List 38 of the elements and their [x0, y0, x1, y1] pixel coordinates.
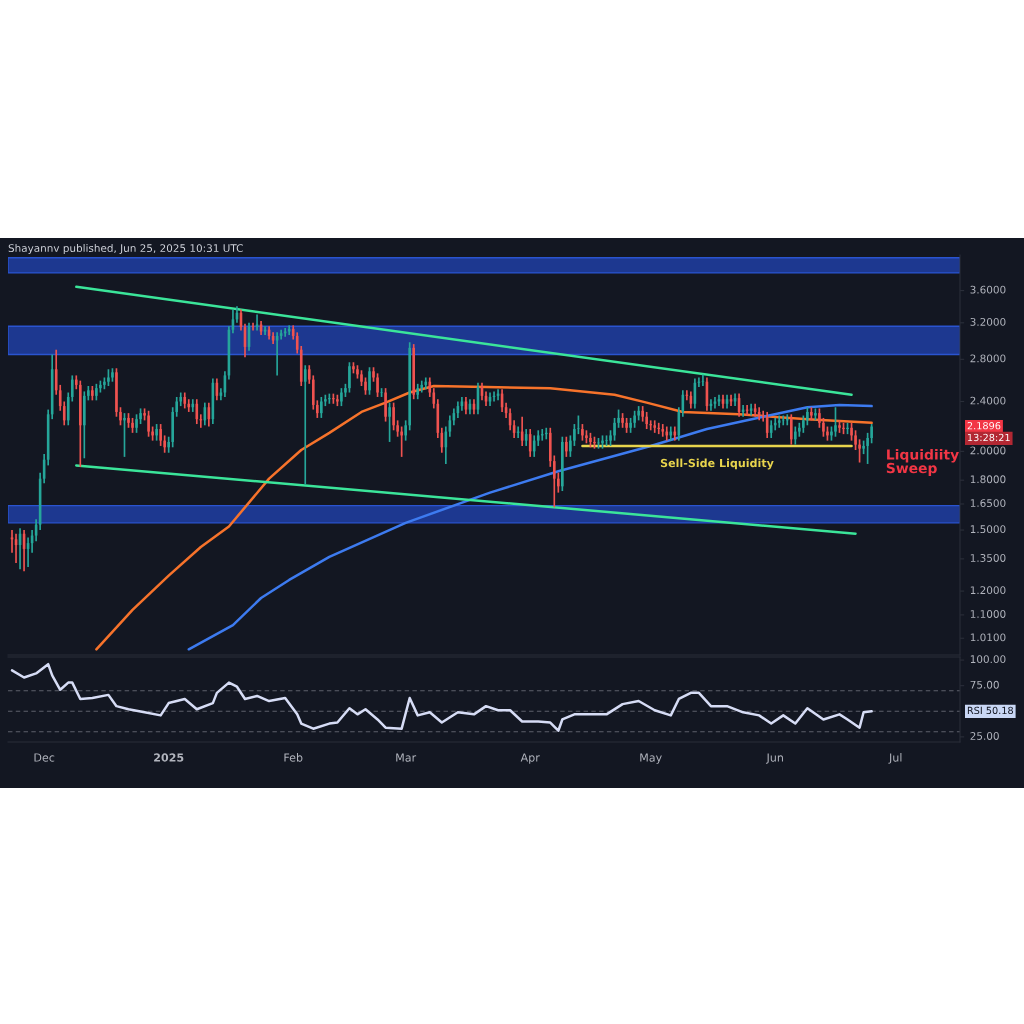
candlestick: [107, 368, 110, 387]
y-tick-label: 1.2000: [970, 586, 1006, 595]
y-tick-label: 3.2000: [970, 317, 1006, 326]
candlestick: [344, 382, 347, 398]
text: 13:28:21: [968, 433, 1010, 442]
x-tick-label: Apr: [520, 753, 540, 764]
x-tick-label: Feb: [284, 753, 303, 762]
candlestick: [380, 387, 383, 398]
line-series: [187, 403, 873, 651]
candlestick: [605, 434, 608, 447]
x-tick-label: Dec: [34, 753, 55, 762]
y-tick-label: 1.5000: [970, 525, 1006, 534]
text: 2.1896: [967, 422, 1001, 430]
y-tick-label: 2.8000: [970, 354, 1006, 363]
annotation: Liquidiity Sweep: [886, 448, 959, 476]
y-tick-label: 2.4000: [970, 396, 1006, 405]
y-tick-label: 25.00: [970, 732, 999, 740]
y-tick-label: 100.00: [970, 655, 1006, 664]
x-tick-label: Mar: [396, 753, 417, 762]
text: RSI 50.18: [967, 706, 1013, 715]
x-tick-label: Jul: [888, 753, 902, 764]
annotation: Sell-Side Liquidity: [660, 458, 774, 470]
y-tick-label: 2.0000: [970, 446, 1006, 455]
candlestick: [814, 407, 817, 422]
y-tick-label: 1.3500: [970, 554, 1006, 562]
chart-title: Shayannv published, Jun 25, 2025 10:31 UTC: [8, 243, 243, 255]
y-tick-label: 1.8000: [970, 475, 1006, 484]
x-tick-label: May: [640, 753, 662, 764]
candlestick: [143, 407, 146, 422]
x-tick-label: 2025: [154, 753, 184, 762]
y-tick-label: 1.1000: [970, 610, 1006, 618]
line-series: [10, 662, 873, 732]
x-tick-label: Jun: [765, 753, 783, 764]
candlestick: [577, 414, 580, 435]
y-tick-label: 3.6000: [970, 285, 1006, 294]
y-tick-label: 1.6500: [970, 499, 1006, 508]
y-tick-label: 75.00: [970, 680, 999, 689]
y-tick-label: 1.0100: [970, 633, 1006, 642]
